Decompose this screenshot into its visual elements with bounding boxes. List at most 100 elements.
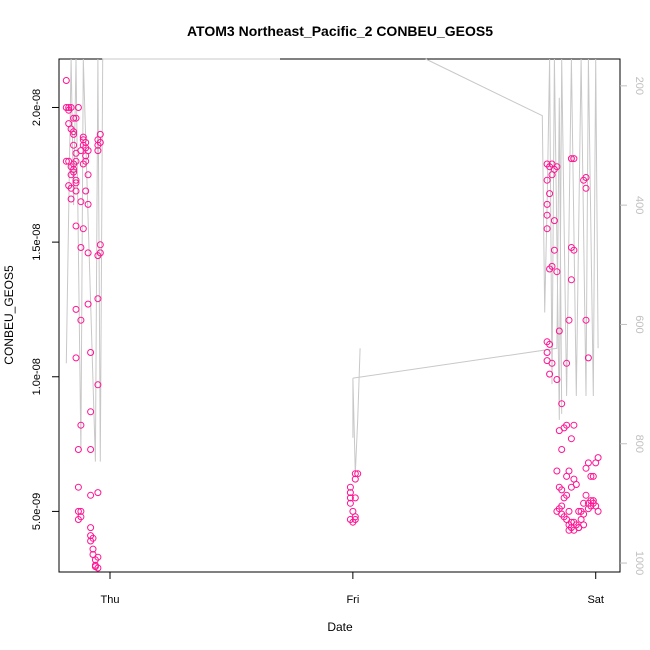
data-point <box>96 241 104 249</box>
data-point <box>351 475 359 483</box>
x-tick-label: Sat <box>587 594 604 606</box>
data-point <box>87 408 95 416</box>
y2-tick-label: 200 <box>633 77 645 95</box>
data-point <box>582 174 590 181</box>
data-point <box>565 507 573 515</box>
data-point <box>346 494 354 502</box>
data-point <box>82 187 90 195</box>
data-point <box>74 516 82 523</box>
data-point <box>94 489 102 497</box>
data-point <box>570 526 578 534</box>
data-point <box>548 262 556 270</box>
data-point <box>546 370 554 378</box>
x-tick-label: Thu <box>101 594 120 606</box>
data-point <box>77 244 85 251</box>
data-point <box>94 381 102 389</box>
y2-tick-label: 1000 <box>633 551 645 575</box>
y2-tick-label: 600 <box>633 315 645 333</box>
data-point <box>72 305 80 313</box>
points-layer <box>62 77 602 572</box>
data-point <box>563 472 571 480</box>
data-point <box>72 176 80 184</box>
data-point <box>67 104 75 111</box>
data-point <box>70 130 78 138</box>
plot-frame <box>58 58 621 573</box>
data-point <box>77 507 85 515</box>
data-point <box>79 225 87 233</box>
data-point <box>351 470 359 478</box>
data-point <box>70 141 78 149</box>
data-point <box>87 446 95 453</box>
data-point <box>543 200 551 208</box>
y-tick-label: 1.0e-08 <box>31 358 43 395</box>
y-axis: 5.0e-09 1.0e-08 1.5e-08 2.0e-08 <box>31 89 59 530</box>
data-point <box>543 225 551 233</box>
data-point <box>346 489 354 497</box>
data-point <box>584 459 592 467</box>
data-point <box>553 163 561 171</box>
data-point <box>70 128 78 136</box>
data-point <box>567 435 575 443</box>
data-point <box>65 104 73 111</box>
data-point <box>582 316 590 324</box>
data-point <box>558 400 566 408</box>
data-point <box>548 359 556 367</box>
data-point <box>558 446 566 453</box>
data-point <box>94 553 102 561</box>
data-point <box>82 152 90 160</box>
data-point <box>74 104 82 111</box>
data-point <box>570 246 578 254</box>
secondary-line-segment <box>65 58 280 462</box>
data-point <box>72 157 80 165</box>
y2-axis: 200 400 600 800 1000 <box>620 77 645 575</box>
data-point <box>567 155 575 163</box>
data-point <box>582 184 590 192</box>
y2-tick-label: 800 <box>633 435 645 453</box>
data-point <box>584 354 592 362</box>
data-point <box>62 157 70 165</box>
data-point <box>70 114 78 122</box>
data-point <box>72 222 80 230</box>
y-tick-label: 5.0e-09 <box>31 493 43 530</box>
data-point <box>351 494 359 502</box>
data-point <box>74 446 82 453</box>
data-point <box>587 472 595 480</box>
data-point <box>72 114 80 122</box>
data-point <box>570 155 578 163</box>
data-point <box>84 300 92 308</box>
data-point <box>87 524 95 532</box>
data-point <box>543 176 551 184</box>
data-point <box>87 537 95 545</box>
data-point <box>94 136 102 144</box>
data-point <box>91 563 99 571</box>
data-point <box>580 510 588 518</box>
data-point <box>567 483 575 491</box>
data-point <box>72 187 80 195</box>
data-point <box>62 77 70 84</box>
data-point <box>89 545 97 553</box>
data-point <box>72 179 80 187</box>
data-point <box>589 472 597 480</box>
data-point <box>565 316 573 324</box>
data-point <box>84 249 92 257</box>
data-point <box>67 195 75 203</box>
data-point <box>553 376 561 383</box>
data-point <box>550 246 558 254</box>
data-point <box>70 168 78 176</box>
data-point <box>346 483 354 491</box>
data-point <box>87 349 95 356</box>
y2-tick-label: 400 <box>633 196 645 214</box>
data-point <box>582 491 590 499</box>
data-point <box>553 268 561 276</box>
secondary-line-layer <box>65 58 599 474</box>
data-point <box>548 171 556 179</box>
y-axis-label: CONBEU_GEOS5 <box>2 265 16 365</box>
data-point <box>563 359 571 367</box>
secondary-line-segment <box>352 348 361 474</box>
data-point <box>594 454 602 462</box>
data-point <box>546 340 554 348</box>
data-point <box>543 211 551 219</box>
data-point <box>84 200 92 208</box>
data-point <box>543 349 551 356</box>
data-point <box>567 276 575 284</box>
